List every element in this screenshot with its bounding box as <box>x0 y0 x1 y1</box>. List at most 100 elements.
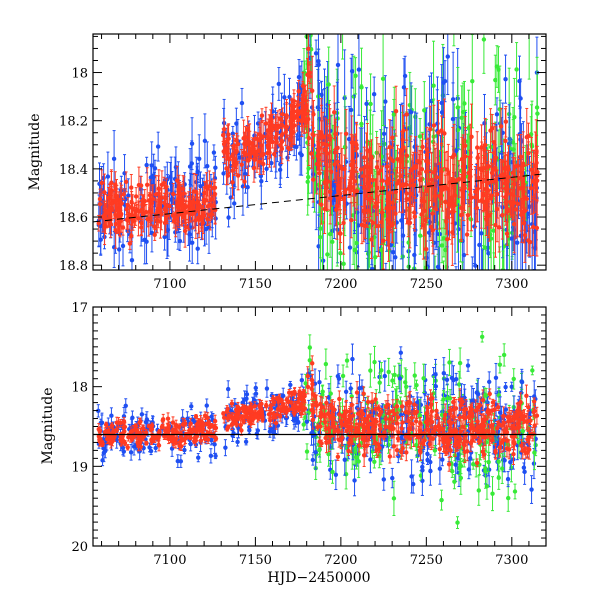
data-point <box>527 0 531 79</box>
data-point <box>452 12 456 45</box>
data-point <box>144 441 148 445</box>
data-point <box>176 455 180 468</box>
data-point <box>372 77 376 111</box>
data-point <box>530 366 534 375</box>
x-tick-label: 7200 <box>324 277 357 292</box>
data-point <box>144 157 148 173</box>
data-point <box>156 132 160 161</box>
data-point <box>308 335 312 361</box>
data-point <box>517 312 521 347</box>
data-point <box>372 346 376 377</box>
data-point <box>244 439 248 445</box>
data-point <box>414 440 418 451</box>
data-point <box>345 354 349 367</box>
data-point <box>147 424 151 428</box>
data-point <box>139 176 143 194</box>
data-point <box>196 454 200 462</box>
data-point <box>513 484 517 499</box>
data-point <box>311 455 315 465</box>
data-point <box>277 68 281 101</box>
data-point <box>514 43 518 97</box>
data-point <box>470 257 474 331</box>
data-point <box>458 348 462 378</box>
data-point <box>336 453 340 460</box>
data-point <box>506 485 510 512</box>
data-point <box>503 55 507 103</box>
data-point <box>209 449 213 463</box>
data-point <box>305 444 309 459</box>
data-point <box>275 397 279 401</box>
x-tick-label: 7200 <box>324 553 357 568</box>
data-point <box>161 418 165 422</box>
data-point <box>503 383 507 392</box>
data-point <box>209 424 213 428</box>
data-point <box>350 344 354 374</box>
top-data-points <box>97 0 540 363</box>
y-tick-label: 20 <box>71 540 88 555</box>
data-point <box>149 428 153 432</box>
data-point <box>317 371 321 394</box>
data-point <box>189 403 193 410</box>
y-tick-label: 17 <box>71 301 88 316</box>
data-point <box>382 469 386 491</box>
data-point <box>235 438 239 446</box>
data-point <box>502 344 506 366</box>
data-point <box>404 444 408 460</box>
data-point <box>383 361 387 391</box>
data-point <box>498 356 502 373</box>
x-tick-label: 7100 <box>153 277 186 292</box>
data-point <box>254 383 258 393</box>
data-point <box>223 440 227 456</box>
data-point <box>357 24 361 115</box>
data-point <box>524 385 528 406</box>
y-tick-label: 18.8 <box>59 259 88 274</box>
data-point <box>337 391 341 407</box>
data-point <box>442 358 446 389</box>
data-point <box>446 19 450 95</box>
data-point <box>447 349 451 375</box>
data-point <box>336 27 340 102</box>
data-point <box>529 476 533 504</box>
x-tick-label: 7300 <box>495 277 528 292</box>
x-tick-label: 7250 <box>410 553 443 568</box>
data-point <box>364 88 368 120</box>
data-point <box>226 381 230 398</box>
data-point <box>456 283 460 344</box>
data-point <box>226 208 230 227</box>
data-point <box>439 490 443 510</box>
data-point <box>205 399 209 412</box>
data-point <box>465 214 469 254</box>
data-point <box>204 422 208 426</box>
data-point <box>214 436 218 440</box>
x-tick-label: 7150 <box>239 277 272 292</box>
data-point <box>393 291 397 351</box>
top-y-axis-label: Magnitude <box>27 113 43 190</box>
y-tick-label: 18 <box>71 381 88 396</box>
data-point <box>470 34 474 127</box>
data-point <box>445 375 449 385</box>
data-point <box>265 380 269 397</box>
data-point <box>324 349 328 379</box>
data-point <box>368 354 372 387</box>
data-point <box>279 398 283 402</box>
data-point <box>300 374 304 386</box>
data-point <box>432 105 436 145</box>
data-point <box>288 381 292 388</box>
data-point <box>256 422 260 439</box>
data-point <box>213 453 217 458</box>
y-tick-label: 18.6 <box>59 211 88 226</box>
data-point <box>344 381 348 402</box>
data-point <box>440 453 444 465</box>
data-point <box>450 465 454 477</box>
x-tick-label: 7100 <box>153 553 186 568</box>
x-tick-label: 7300 <box>495 553 528 568</box>
data-point <box>387 358 391 385</box>
data-point <box>477 476 481 506</box>
data-point <box>490 477 494 511</box>
data-point <box>310 356 314 371</box>
data-point <box>403 368 407 397</box>
data-point <box>494 363 498 392</box>
data-point <box>392 435 396 457</box>
